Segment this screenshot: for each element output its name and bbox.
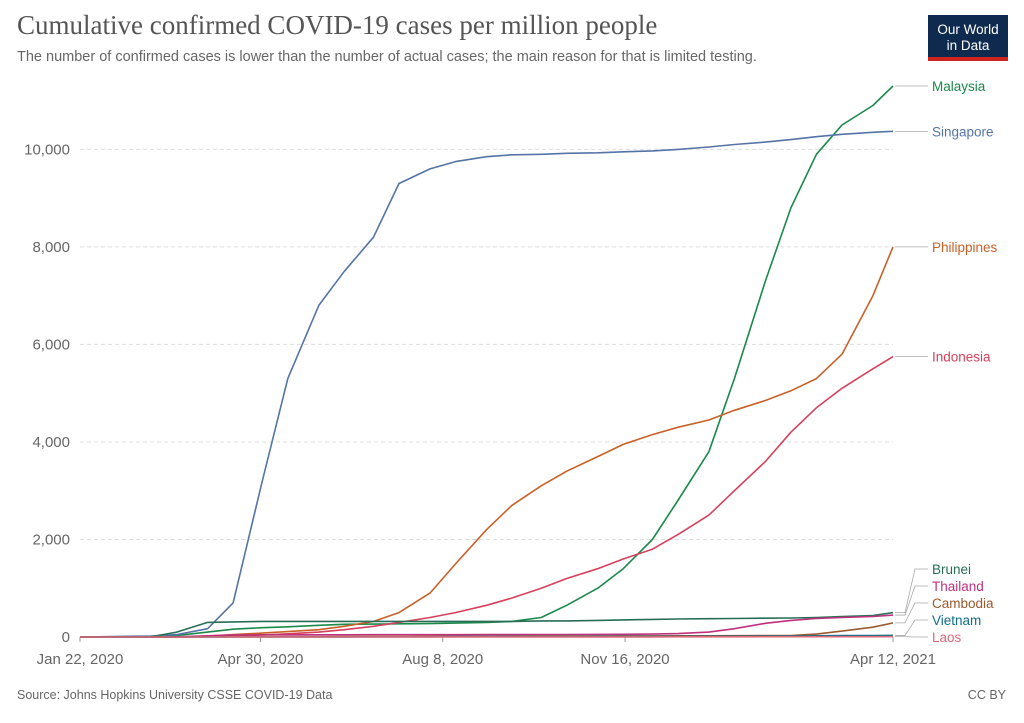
series-label-indonesia[interactable]: Indonesia bbox=[932, 350, 991, 365]
chart-title: Cumulative confirmed COVID-19 cases per … bbox=[17, 10, 658, 40]
grid-lines bbox=[80, 148, 893, 638]
series-line-brunei bbox=[79, 611, 894, 638]
series-line-malaysia bbox=[80, 85, 894, 638]
series-label-thailand[interactable]: Thailand bbox=[932, 579, 984, 594]
y-axis: 0 2,000 4,000 6,000 8,000 10,000 bbox=[24, 141, 70, 646]
x-tick-label: Nov 16, 2020 bbox=[580, 651, 669, 668]
series-label-malaysia[interactable]: Malaysia bbox=[932, 79, 986, 94]
label-connector bbox=[895, 602, 928, 624]
series-lines bbox=[79, 85, 894, 638]
series-label-brunei[interactable]: Brunei bbox=[932, 562, 971, 577]
source-note: Source: Johns Hopkins University CSSE CO… bbox=[17, 688, 333, 702]
label-connector bbox=[895, 568, 928, 614]
license-link[interactable]: CC BY bbox=[967, 688, 1006, 702]
series-labels: Malaysia Singapore Philippines Indonesia Bru… bbox=[895, 79, 998, 645]
y-tick-label: 4,000 bbox=[32, 434, 70, 451]
chart-subtitle: The number of confirmed cases is lower t… bbox=[17, 49, 757, 65]
y-tick-label: 0 bbox=[62, 629, 70, 646]
series-label-philippines[interactable]: Philippines bbox=[932, 240, 998, 255]
x-axis: Jan 22, 2020 Apr 30, 2020 Aug 8, 2020 Nov 1… bbox=[37, 637, 936, 668]
series-line-philippines bbox=[80, 246, 894, 638]
x-tick-label: Jan 22, 2020 bbox=[37, 651, 124, 668]
owid-logo[interactable]: Our World in Data bbox=[928, 15, 1008, 61]
label-connector bbox=[895, 585, 928, 616]
series-label-cambodia[interactable]: Cambodia bbox=[932, 596, 994, 611]
y-tick-label: 6,000 bbox=[32, 336, 70, 353]
x-tick-label: Apr 30, 2020 bbox=[218, 651, 304, 668]
x-tick-label: Aug 8, 2020 bbox=[402, 651, 483, 668]
logo-line-1: Our World bbox=[937, 22, 999, 37]
y-tick-label: 8,000 bbox=[32, 239, 70, 256]
logo-line-2: in Data bbox=[946, 38, 990, 53]
series-label-laos[interactable]: Laos bbox=[932, 630, 962, 645]
series-label-singapore[interactable]: Singapore bbox=[932, 124, 994, 139]
series-label-vietnam[interactable]: Vietnam bbox=[932, 613, 981, 628]
series-line-singapore bbox=[79, 130, 894, 638]
series-line-thailand bbox=[80, 614, 894, 638]
y-tick-label: 2,000 bbox=[32, 531, 70, 548]
label-connector bbox=[895, 619, 928, 636]
x-tick-label: Apr 12, 2021 bbox=[850, 651, 936, 668]
y-tick-label: 10,000 bbox=[24, 141, 70, 158]
